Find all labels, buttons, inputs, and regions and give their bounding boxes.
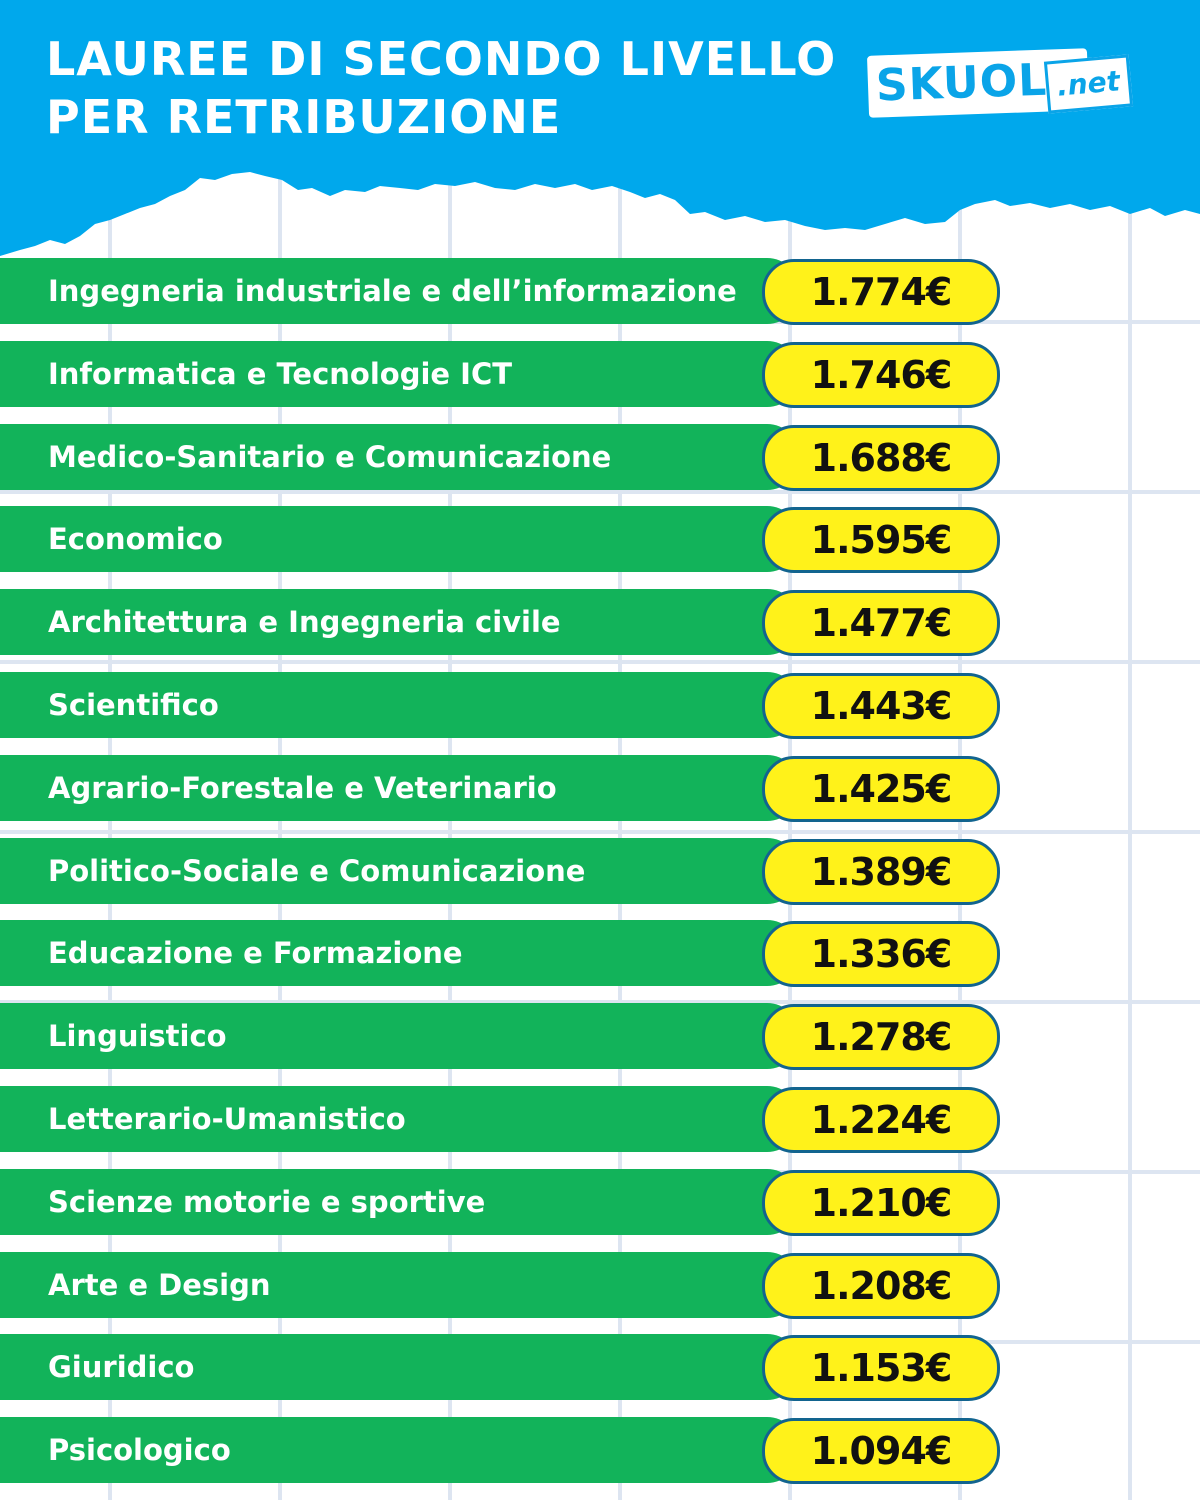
table-row: Ingegneria industriale e dell’informazio… xyxy=(0,258,1000,325)
salary-value: 1.746€ xyxy=(762,342,1000,408)
salary-value: 1.688€ xyxy=(762,425,1000,491)
category-label: Economico xyxy=(48,522,223,556)
table-row: Letterario-Umanistico 1.224€ xyxy=(0,1086,1000,1153)
category-label: Arte e Design xyxy=(48,1268,271,1302)
salary-value: 1.477€ xyxy=(762,590,1000,656)
category-bar xyxy=(0,1003,800,1069)
salary-value: 1.094€ xyxy=(762,1418,1000,1484)
category-label: Scienze motorie e sportive xyxy=(48,1185,486,1219)
salary-value: 1.425€ xyxy=(762,756,1000,822)
table-row: Arte e Design 1.208€ xyxy=(0,1252,1000,1319)
table-row: Medico-Sanitario e Comunicazione 1.688€ xyxy=(0,424,1000,491)
title-line-2: PER RETRIBUZIONE xyxy=(46,90,562,144)
category-label: Educazione e Formazione xyxy=(48,936,463,970)
category-label: Politico-Sociale e Comunicazione xyxy=(48,854,586,888)
category-label: Letterario-Umanistico xyxy=(48,1102,406,1136)
category-bar xyxy=(0,424,800,490)
salary-value: 1.224€ xyxy=(762,1087,1000,1153)
table-row: Scientifico 1.443€ xyxy=(0,672,1000,739)
table-row: Politico-Sociale e Comunicazione 1.389€ xyxy=(0,838,1000,905)
table-row: Economico 1.595€ xyxy=(0,506,1000,573)
category-bar xyxy=(0,1334,800,1400)
table-row: Giuridico 1.153€ xyxy=(0,1334,1000,1401)
salary-value: 1.153€ xyxy=(762,1335,1000,1401)
title-line-1: LAUREE DI SECONDO LIVELLO xyxy=(46,32,837,86)
category-bar xyxy=(0,1169,800,1235)
salary-value: 1.210€ xyxy=(762,1170,1000,1236)
category-bar xyxy=(0,1252,800,1318)
salary-value: 1.389€ xyxy=(762,839,1000,905)
salary-value: 1.774€ xyxy=(762,259,1000,325)
table-row: Psicologico 1.094€ xyxy=(0,1417,1000,1484)
category-label: Giuridico xyxy=(48,1350,195,1384)
category-label: Agrario-Forestale e Veterinario xyxy=(48,771,557,805)
category-bar xyxy=(0,838,800,904)
category-label: Scientifico xyxy=(48,688,219,722)
category-bar xyxy=(0,1417,800,1483)
table-row: Informatica e Tecnologie ICT 1.746€ xyxy=(0,341,1000,408)
table-row: Agrario-Forestale e Veterinario 1.425€ xyxy=(0,755,1000,822)
category-bar xyxy=(0,589,800,655)
logo-suffix: .net xyxy=(1043,54,1134,114)
category-bar xyxy=(0,755,800,821)
category-bar xyxy=(0,341,800,407)
category-bar xyxy=(0,506,800,572)
category-label: Psicologico xyxy=(48,1433,231,1467)
salary-value: 1.595€ xyxy=(762,507,1000,573)
salary-value: 1.443€ xyxy=(762,673,1000,739)
category-label: Architettura e Ingegneria civile xyxy=(48,605,561,639)
category-label: Informatica e Tecnologie ICT xyxy=(48,357,513,391)
category-label: Ingegneria industriale e dell’informazio… xyxy=(48,274,737,308)
category-bar xyxy=(0,1086,800,1152)
salary-value: 1.208€ xyxy=(762,1253,1000,1319)
table-row: Scienze motorie e sportive 1.210€ xyxy=(0,1169,1000,1236)
salary-value: 1.278€ xyxy=(762,1004,1000,1070)
category-bar xyxy=(0,672,800,738)
category-bar xyxy=(0,920,800,986)
category-bar xyxy=(0,258,800,324)
table-row: Linguistico 1.278€ xyxy=(0,1003,1000,1070)
table-row: Architettura e Ingegneria civile 1.477€ xyxy=(0,589,1000,656)
salary-value: 1.336€ xyxy=(762,921,1000,987)
table-row: Educazione e Formazione 1.336€ xyxy=(0,920,1000,987)
category-label: Medico-Sanitario e Comunicazione xyxy=(48,440,612,474)
skuola-logo: SKUOLa .net xyxy=(866,48,1134,118)
page-title: LAUREE DI SECONDO LIVELLO PER RETRIBUZIO… xyxy=(46,30,836,146)
category-label: Linguistico xyxy=(48,1019,227,1053)
